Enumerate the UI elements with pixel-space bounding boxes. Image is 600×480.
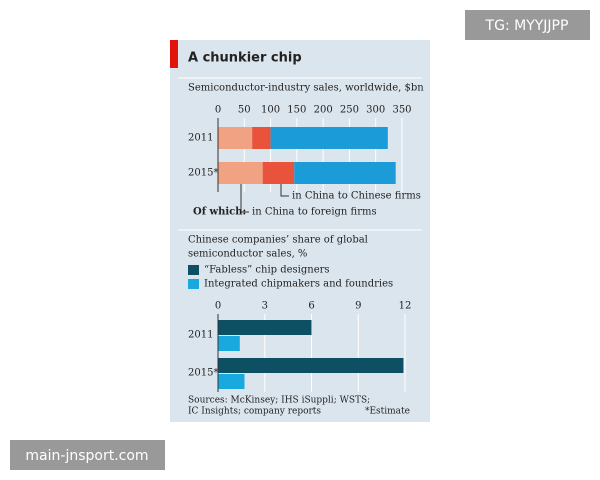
watermark: TG: MYYJJPP bbox=[485, 18, 569, 34]
legend-label: Integrated chipmakers and foundries bbox=[204, 279, 393, 290]
watermark-box bbox=[10, 440, 165, 470]
bar-segment bbox=[218, 162, 263, 184]
watermark: main-jnsport.com bbox=[25, 448, 148, 464]
bar-segment bbox=[262, 162, 295, 184]
note: *Estimate bbox=[365, 407, 410, 417]
title: A chunkier chip bbox=[188, 51, 302, 66]
x-tick-label: 150 bbox=[287, 105, 306, 116]
subtitle: Semiconductor-industry sales, worldwide,… bbox=[188, 83, 424, 94]
leader bbox=[240, 184, 249, 213]
watermark-box bbox=[465, 10, 590, 40]
bar-segment bbox=[218, 127, 253, 149]
bar bbox=[218, 320, 312, 335]
x-tick-label: 250 bbox=[340, 105, 359, 116]
annotation: Of which: bbox=[193, 207, 246, 218]
x-tick-label: 3 bbox=[262, 301, 268, 312]
y-tick-label: 2015* bbox=[188, 368, 218, 379]
x-tick-label: 100 bbox=[261, 105, 280, 116]
bar bbox=[218, 358, 404, 373]
y-tick-label: 2011 bbox=[188, 133, 213, 144]
leader bbox=[280, 184, 289, 197]
bar-segment bbox=[294, 162, 396, 184]
bar-segment bbox=[270, 127, 388, 149]
x-tick-label: 12 bbox=[399, 301, 412, 312]
subtitle: semiconductor sales, % bbox=[188, 249, 307, 260]
bar-segment bbox=[252, 127, 271, 149]
y-tick-label: 2015* bbox=[188, 168, 218, 179]
legend-swatch bbox=[188, 279, 199, 289]
x-tick-label: 50 bbox=[238, 105, 251, 116]
x-tick-label: 200 bbox=[314, 105, 333, 116]
source: IC Insights; company reports bbox=[188, 407, 321, 417]
legend-label: “Fabless” chip designers bbox=[204, 265, 330, 276]
x-tick-label: 0 bbox=[215, 105, 221, 116]
accent bbox=[170, 40, 178, 68]
y-tick-label: 2011 bbox=[188, 330, 213, 341]
x-tick-label: 0 bbox=[215, 301, 221, 312]
annotation: in China to foreign firms bbox=[252, 207, 377, 218]
x-tick-label: 300 bbox=[366, 105, 385, 116]
bar bbox=[218, 374, 245, 389]
legend-swatch bbox=[188, 265, 199, 275]
source: Sources: McKinsey; IHS iSuppli; WSTS; bbox=[188, 396, 370, 406]
x-tick-label: 6 bbox=[308, 301, 314, 312]
x-tick-label: 9 bbox=[355, 301, 361, 312]
subtitle: Chinese companies’ share of global bbox=[188, 235, 368, 246]
annotation: in China to Chinese firms bbox=[292, 191, 421, 202]
x-tick-label: 350 bbox=[392, 105, 411, 116]
bar bbox=[218, 336, 240, 351]
